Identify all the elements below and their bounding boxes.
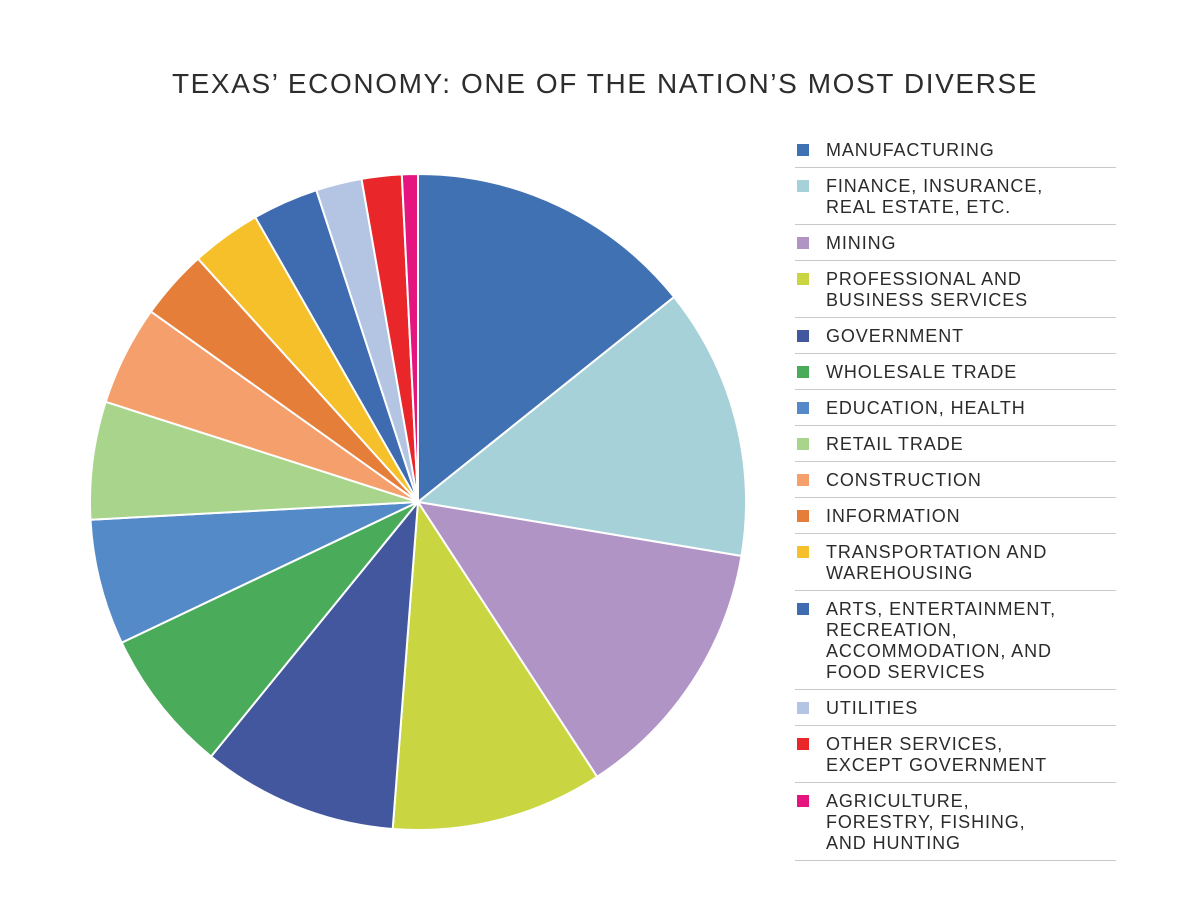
legend-label: EDUCATION, HEALTH — [826, 398, 1026, 418]
legend-label: TRANSPORTATION AND WAREHOUSING — [826, 542, 1048, 583]
legend-swatch — [797, 180, 809, 192]
pie-slice-manufacturing — [417, 173, 676, 503]
legend-swatch — [797, 438, 809, 450]
pie-slice-education-health — [89, 501, 419, 644]
legend-swatch — [797, 510, 809, 522]
legend-label: MANUFACTURING — [826, 140, 995, 160]
legend-swatch — [797, 402, 809, 414]
legend-swatch — [797, 546, 809, 558]
legend-label: UTILITIES — [826, 698, 919, 718]
legend-item-professional-and: PROFESSIONAL AND BUSINESS SERVICES — [795, 261, 1116, 318]
legend-swatch — [797, 795, 809, 807]
pie-slice-mining — [417, 501, 743, 778]
legend-swatch — [797, 738, 809, 750]
legend-item-retail-trade: RETAIL TRADE — [795, 426, 1116, 462]
legend-item-agriculture: AGRICULTURE, FORESTRY, FISHING, AND HUNT… — [795, 783, 1116, 861]
chart-title: TEXAS’ ECONOMY: ONE OF THE NATION’S MOST… — [171, 68, 1039, 99]
legend-item-construction: CONSTRUCTION — [795, 462, 1116, 498]
legend-label: RETAIL TRADE — [826, 434, 964, 454]
legend-label: FINANCE, INSURANCE, REAL ESTATE, ETC. — [826, 176, 1044, 217]
legend-label: ARTS, ENTERTAINMENT, RECREATION, ACCOMMO… — [826, 599, 1057, 682]
legend-label: CONSTRUCTION — [826, 470, 982, 490]
legend-swatch — [797, 237, 809, 249]
legend-item-transportation-and: TRANSPORTATION AND WAREHOUSING — [795, 534, 1116, 591]
legend-label: AGRICULTURE, FORESTRY, FISHING, AND HUNT… — [826, 791, 1026, 853]
chart-legend: MANUFACTURING FINANCE, INSURANCE, REAL ES… — [795, 132, 1116, 861]
legend-item-arts-entertainment: ARTS, ENTERTAINMENT, RECREATION, ACCOMMO… — [795, 591, 1116, 690]
legend-item-government: GOVERNMENT — [795, 318, 1116, 354]
pie-slice-wholesale-trade — [120, 501, 419, 758]
legend-swatch — [797, 702, 809, 714]
legend-label: OTHER SERVICES, EXCEPT GOVERNMENT — [826, 734, 1047, 775]
pie-slice-government — [210, 501, 419, 831]
legend-swatch — [797, 603, 809, 615]
legend-item-wholesale-trade: WHOLESALE TRADE — [795, 354, 1116, 390]
legend-item-other-services: OTHER SERVICES, EXCEPT GOVERNMENT — [795, 726, 1116, 783]
legend-label: WHOLESALE TRADE — [826, 362, 1018, 382]
pie-slice-agriculture — [400, 173, 419, 503]
legend-label: MINING — [826, 233, 897, 253]
legend-swatch — [797, 330, 809, 342]
legend-label: INFORMATION — [826, 506, 961, 526]
legend-item-utilities: UTILITIES — [795, 690, 1116, 726]
legend-label: PROFESSIONAL AND BUSINESS SERVICES — [826, 269, 1029, 310]
pie-slice-finance-insurance — [417, 296, 747, 557]
pie-slice-professional-and — [391, 501, 599, 831]
legend-item-finance-insurance: FINANCE, INSURANCE, REAL ESTATE, ETC. — [795, 168, 1116, 225]
legend-label: GOVERNMENT — [826, 326, 965, 346]
legend-item-information: INFORMATION — [795, 498, 1116, 534]
legend-item-mining: MINING — [795, 225, 1116, 261]
legend-swatch — [797, 366, 809, 378]
legend-item-education-health: EDUCATION, HEALTH — [795, 390, 1116, 426]
legend-swatch — [797, 144, 809, 156]
legend-item-manufacturing: MANUFACTURING — [795, 132, 1116, 168]
legend-swatch — [797, 474, 809, 486]
legend-swatch — [797, 273, 809, 285]
